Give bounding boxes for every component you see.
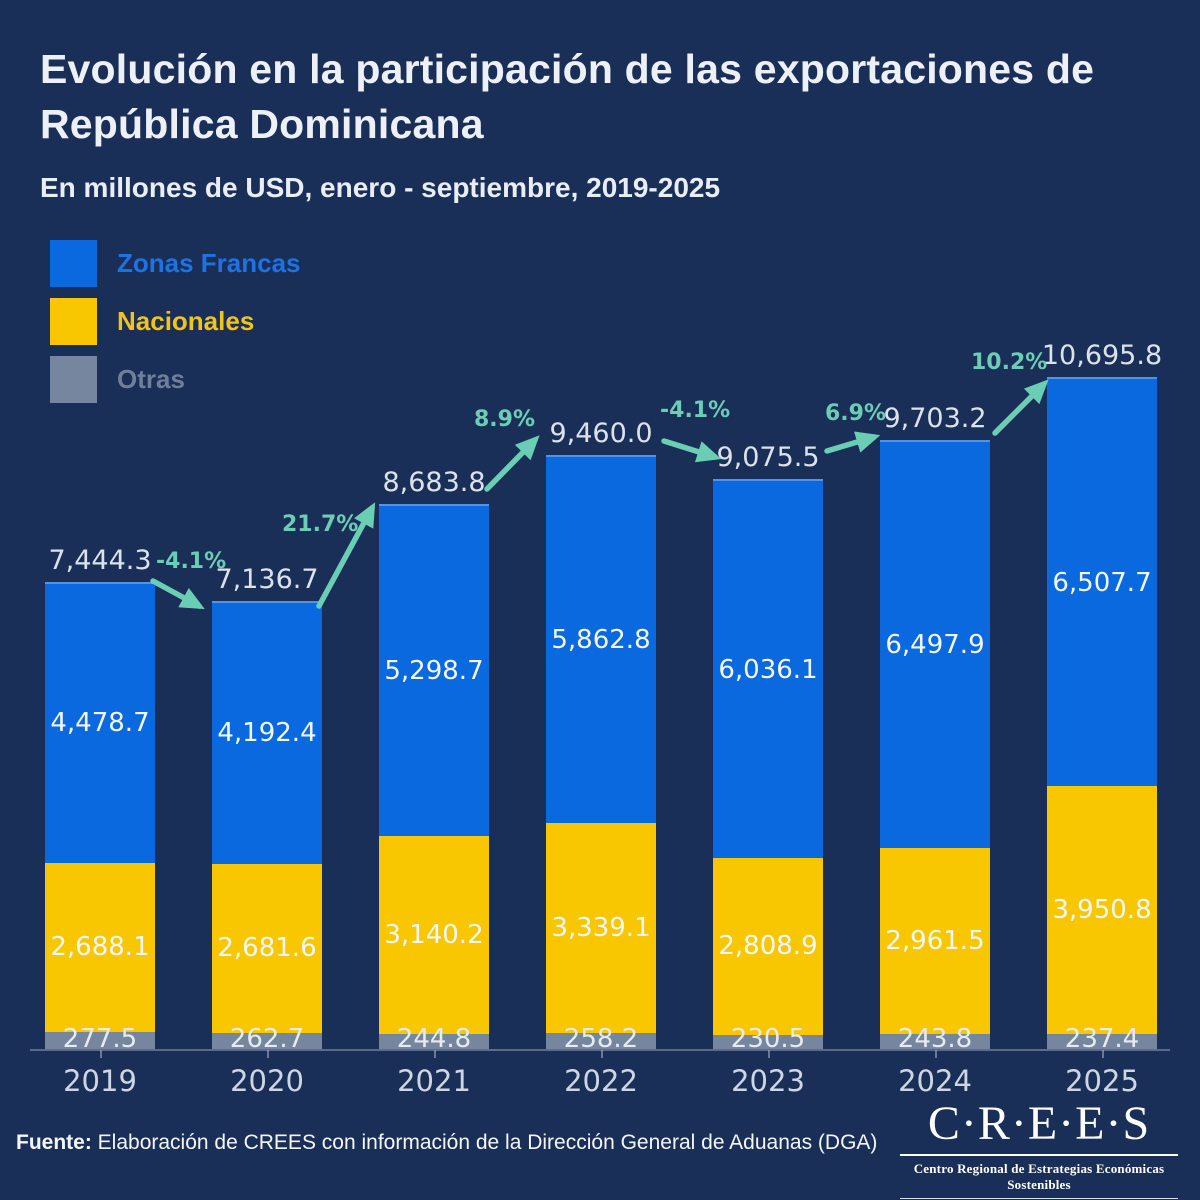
chart-bars: 7,444.3 4,478.7 2,688.1 277.5 2019 7,136.7 4,1… xyxy=(45,0,1162,1098)
segment-zonas-francas-2024-value: 6,497.9 xyxy=(885,629,985,660)
bar-2022: 9,460.0 5,862.8 3,339.1 258.2 2022 xyxy=(546,418,656,1098)
bar-2023: 9,075.5 6,036.1 2,808.9 230.5 2023 xyxy=(713,442,823,1098)
segment-otras-2025: 237.4 xyxy=(1047,1026,1157,1052)
bar-2019: 7,444.3 4,478.7 2,688.1 277.5 2019 xyxy=(45,545,155,1098)
segment-otras-2019-value: 277.5 xyxy=(62,1024,138,1054)
total-label-2023: 9,075.5 xyxy=(716,442,820,474)
logo-divider-bottom xyxy=(900,1197,1178,1199)
axis-tick-2025 xyxy=(1102,1050,1104,1058)
year-label-2019: 2019 xyxy=(63,1064,137,1098)
segment-nacionales-2023-value: 2,808.9 xyxy=(718,931,818,962)
segment-otras-2022: 258.2 xyxy=(546,1026,656,1052)
segment-nacionales-2024-value: 2,961.5 xyxy=(885,925,985,956)
segment-nacionales-2025-value: 3,950.8 xyxy=(1052,895,1152,926)
legend-item-zonas-francas: Zonas Francas xyxy=(50,240,301,287)
segment-zonas-francas-2023-value: 6,036.1 xyxy=(718,654,818,685)
segment-otras-2022-value: 258.2 xyxy=(563,1024,639,1054)
pct-change-2023-2024: 6.9% xyxy=(825,401,887,426)
year-label-2021: 2021 xyxy=(397,1064,471,1098)
segment-zonas-francas-2023: 6,036.1 xyxy=(713,479,823,859)
segment-zonas-francas-2019: 4,478.7 xyxy=(45,581,155,863)
bar-2021: 8,683.8 5,298.7 3,140.2 244.8 2021 xyxy=(379,467,489,1098)
source-note: Fuente: Elaboración de CREES con informa… xyxy=(16,1131,877,1155)
pct-change-2020-2021: 21.7% xyxy=(282,512,359,537)
x-axis-line xyxy=(30,1049,1170,1051)
legend: Zonas Francas Nacionales Otras xyxy=(50,240,301,414)
legend-label-zonas-francas: Zonas Francas xyxy=(117,248,301,278)
segment-otras-2019: 277.5 xyxy=(45,1026,155,1052)
bar-2020: 7,136.7 4,192.4 2,681.6 262.7 2020 xyxy=(212,564,322,1098)
segment-nacionales-2020: 2,681.6 xyxy=(212,864,322,1033)
segment-zonas-francas-2025: 6,507.7 xyxy=(1047,377,1157,786)
pct-change-2024-2025: 10.2% xyxy=(971,350,1048,375)
segment-zonas-francas-2022-value: 5,862.8 xyxy=(551,625,651,656)
source-text: Elaboración de CREES con información de … xyxy=(91,1131,878,1154)
segment-nacionales-2022-value: 3,339.1 xyxy=(551,912,651,943)
segment-nacionales-2020-value: 2,681.6 xyxy=(217,933,317,964)
segment-nacionales-2021: 3,140.2 xyxy=(379,836,489,1034)
page-subtitle: En millones de USD, enero - septiembre, … xyxy=(40,172,721,203)
segment-otras-2023-value: 230.5 xyxy=(730,1024,806,1054)
total-label-2025: 10,695.8 xyxy=(1041,340,1163,372)
segment-otras-2025-value: 237.4 xyxy=(1064,1024,1140,1054)
segment-nacionales-2024: 2,961.5 xyxy=(880,847,990,1034)
pct-change-2019-2020: -4.1% xyxy=(156,549,227,574)
segment-zonas-francas-2022: 5,862.8 xyxy=(546,454,656,824)
legend-label-nacionales: Nacionales xyxy=(117,306,255,336)
pct-change-2022-2023: -4.1% xyxy=(660,398,731,423)
total-label-2021: 8,683.8 xyxy=(382,466,486,498)
segment-zonas-francas-2024: 6,497.9 xyxy=(880,439,990,848)
source-label: Fuente: xyxy=(16,1131,92,1154)
axis-tick-2023 xyxy=(768,1050,770,1058)
year-label-2025: 2025 xyxy=(1065,1064,1139,1098)
logo-divider xyxy=(900,1153,1178,1156)
legend-item-nacionales: Nacionales xyxy=(50,298,301,345)
year-label-2020: 2020 xyxy=(230,1064,304,1098)
legend-swatch-zonas-francas xyxy=(50,240,97,287)
segment-otras-2024-value: 243.8 xyxy=(897,1024,973,1054)
segment-zonas-francas-2021: 5,298.7 xyxy=(379,503,489,837)
crees-logo-tagline: Centro Regional de Estrategias Económica… xyxy=(913,1160,1165,1192)
legend-swatch-nacionales xyxy=(50,298,97,345)
axis-tick-2024 xyxy=(935,1050,937,1058)
axis-tick-2019 xyxy=(100,1050,102,1058)
total-label-2019: 7,444.3 xyxy=(48,544,152,576)
segment-nacionales-2019-value: 2,688.1 xyxy=(50,932,150,963)
crees-logo: C·R·E·E·S Centro Regional de Estrategias… xyxy=(900,1097,1178,1199)
legend-label-otras: Otras xyxy=(117,364,185,394)
segment-zonas-francas-2020: 4,192.4 xyxy=(212,600,322,865)
segment-otras-2020-value: 262.7 xyxy=(229,1024,305,1054)
crees-logo-wordmark: C·R·E·E·S xyxy=(927,1097,1151,1150)
total-label-2022: 9,460.0 xyxy=(549,417,653,449)
axis-tick-2022 xyxy=(601,1050,603,1058)
year-label-2024: 2024 xyxy=(898,1064,972,1098)
segment-nacionales-2019: 2,688.1 xyxy=(45,862,155,1032)
segment-nacionales-2022: 3,339.1 xyxy=(546,823,656,1033)
legend-item-otras: Otras xyxy=(50,356,301,403)
segment-otras-2021: 244.8 xyxy=(379,1026,489,1052)
total-label-2024: 9,703.2 xyxy=(883,402,987,434)
page-title: Evolución en la participación de las exp… xyxy=(40,46,1095,147)
segment-zonas-francas-2020-value: 4,192.4 xyxy=(217,718,317,749)
segment-otras-2020: 262.7 xyxy=(212,1026,322,1052)
bar-2024: 9,703.2 6,497.9 2,961.5 243.8 2024 xyxy=(880,403,990,1098)
segment-zonas-francas-2021-value: 5,298.7 xyxy=(384,656,484,687)
axis-tick-2021 xyxy=(434,1050,436,1058)
legend-swatch-otras xyxy=(50,356,97,403)
year-label-2022: 2022 xyxy=(564,1064,638,1098)
bar-2025: 10,695.8 6,507.7 3,950.8 237.4 2025 xyxy=(1042,340,1162,1098)
segment-otras-2021-value: 244.8 xyxy=(396,1024,472,1054)
segment-otras-2024: 243.8 xyxy=(880,1026,990,1052)
segment-nacionales-2021-value: 3,140.2 xyxy=(384,920,484,951)
year-label-2023: 2023 xyxy=(731,1064,805,1098)
segment-otras-2023: 230.5 xyxy=(713,1026,823,1052)
segment-zonas-francas-2019-value: 4,478.7 xyxy=(50,708,150,739)
total-label-2020: 7,136.7 xyxy=(215,563,319,595)
segment-nacionales-2023: 2,808.9 xyxy=(713,858,823,1035)
axis-tick-2020 xyxy=(267,1050,269,1058)
segment-zonas-francas-2025-value: 6,507.7 xyxy=(1052,567,1152,598)
segment-nacionales-2025: 3,950.8 xyxy=(1047,785,1157,1035)
pct-change-2021-2022: 8.9% xyxy=(474,407,536,432)
